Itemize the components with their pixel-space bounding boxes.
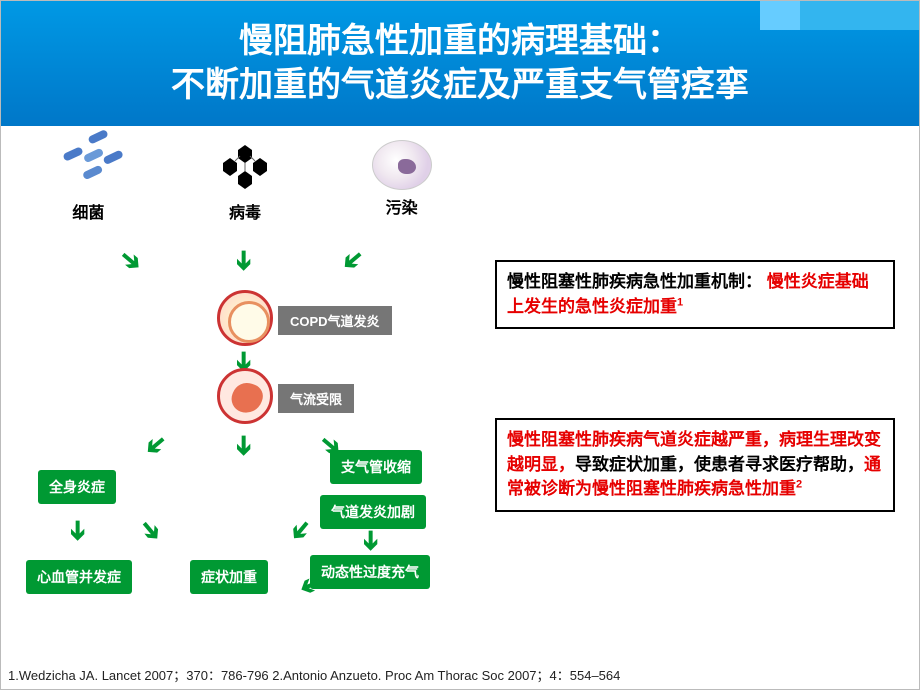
slide-header: 慢阻肺急性加重的病理基础： 不断加重的气道炎症及严重支气管痉挛 [0, 0, 920, 126]
callout1-sup: 1 [677, 296, 683, 308]
arrow-air-hyper: ➔ [355, 530, 386, 552]
arrow-branch-left: ➔ [138, 427, 175, 465]
pollution-label: 污染 [386, 194, 418, 218]
arrow-sys-symp: ➔ [132, 512, 170, 549]
callout2-black1: 导致症状加重，使患者寻求医疗帮助， [575, 455, 864, 474]
arrow-virus-copd: ➔ [228, 250, 259, 272]
virus-icon [210, 140, 280, 195]
arrow-bact-copd: ➔ [113, 242, 150, 280]
virus-label: 病毒 [229, 199, 261, 223]
airflow-node-label: 气流受限 [278, 384, 354, 413]
arrow-poll-copd: ➔ [335, 242, 372, 280]
systemic-box: 全身炎症 [38, 470, 116, 504]
airflow-circle-icon [217, 368, 273, 424]
pollution-icon [372, 140, 432, 190]
callout-1: 慢性阻塞性肺疾病急性加重机制： 慢性炎症基础上发生的急性炎症加重1 [495, 260, 895, 329]
title-line-1: 慢阻肺急性加重的病理基础： [239, 19, 681, 63]
callout-2: 慢性阻塞性肺疾病气道炎症越严重，病理生理改变越明显，导致症状加重，使患者寻求医疗… [495, 418, 895, 512]
bacteria-icon [53, 140, 123, 195]
title-line-2: 不断加重的气道炎症及严重支气管痉挛 [171, 63, 749, 107]
broncho-box: 支气管收缩 [330, 450, 422, 484]
copd-circle-icon [217, 290, 273, 346]
arrow-sys-cardio: ➔ [62, 520, 93, 542]
callout1-black1: 慢性阻塞性肺疾病急性加重机制： [507, 272, 762, 291]
copd-node-label: COPD气道发炎 [278, 306, 392, 335]
arrow-branch-mid: ➔ [228, 435, 259, 457]
trigger-pollution: 污染 [342, 140, 462, 240]
citation-text: 1.Wedzicha JA. Lancet 2007；370：786-796 2… [8, 665, 620, 684]
hyperinf-box: 动态性过度充气 [310, 555, 430, 589]
bacteria-label: 细菌 [72, 199, 104, 223]
airway-box: 气道发炎加剧 [320, 495, 426, 529]
arrow-air-symp: ➔ [282, 512, 320, 549]
callout2-sup: 2 [796, 479, 802, 491]
symptoms-box: 症状加重 [190, 560, 268, 594]
trigger-row: 细菌 病毒 污染 [10, 140, 480, 240]
flow-diagram: 细菌 病毒 污染 ➔ ➔ ➔ COPD气道发炎 [10, 140, 480, 630]
trigger-virus: 病毒 [185, 140, 305, 240]
trigger-bacteria: 细菌 [28, 140, 148, 240]
cardio-box: 心血管并发症 [26, 560, 132, 594]
